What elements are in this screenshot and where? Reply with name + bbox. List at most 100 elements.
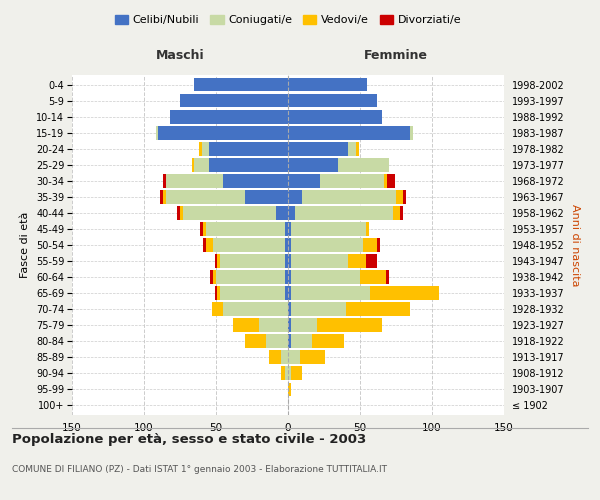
Bar [203,238,206,252]
Bar [288,110,382,124]
Bar [183,206,277,220]
Bar [209,158,288,172]
Bar [163,190,166,203]
Bar [288,318,291,332]
Bar [199,142,202,156]
Bar [400,206,403,220]
Bar [206,238,213,252]
Bar [223,302,288,316]
Bar [366,222,368,236]
Bar [285,222,288,236]
Bar [217,286,220,300]
Bar [393,206,400,220]
Bar [370,286,439,300]
Text: Femmine: Femmine [364,50,428,62]
Bar [166,174,223,188]
Text: Maschi: Maschi [155,50,205,62]
Bar [194,158,209,172]
Bar [210,270,213,284]
Bar [200,222,203,236]
Bar [291,270,360,284]
Bar [349,142,356,156]
Bar [285,238,288,252]
Bar [291,286,370,300]
Bar [213,270,216,284]
Bar [194,78,288,92]
Bar [259,318,288,332]
Bar [346,302,410,316]
Bar [177,206,180,220]
Legend: Celibi/Nubili, Coniugati/e, Vedovi/e, Divorziati/e: Celibi/Nubili, Coniugati/e, Vedovi/e, Di… [110,10,466,30]
Bar [216,270,285,284]
Bar [288,366,291,380]
Bar [288,238,291,252]
Bar [388,174,395,188]
Bar [163,174,166,188]
Bar [215,286,217,300]
Bar [170,110,288,124]
Bar [288,254,291,268]
Bar [285,286,288,300]
Bar [155,126,158,140]
Bar [338,158,389,172]
Bar [266,334,288,348]
Bar [158,126,288,140]
Bar [385,174,388,188]
Bar [285,270,288,284]
Bar [356,142,359,156]
Bar [285,366,288,380]
Bar [288,350,299,364]
Y-axis label: Anni di nascita: Anni di nascita [570,204,580,286]
Bar [288,94,377,108]
Bar [291,334,313,348]
Bar [166,190,245,203]
Bar [288,302,291,316]
Bar [291,318,317,332]
Bar [363,238,377,252]
Bar [291,254,349,268]
Bar [245,334,266,348]
Bar [366,254,377,268]
Bar [245,190,288,203]
Bar [313,334,344,348]
Bar [223,174,288,188]
Bar [269,350,281,364]
Bar [320,174,385,188]
Bar [288,78,367,92]
Bar [291,366,302,380]
Bar [349,254,366,268]
Bar [288,270,291,284]
Bar [202,142,209,156]
Bar [220,254,285,268]
Bar [291,238,363,252]
Bar [299,350,325,364]
Text: COMUNE DI FILIANO (PZ) - Dati ISTAT 1° gennaio 2003 - Elaborazione TUTTITALIA.IT: COMUNE DI FILIANO (PZ) - Dati ISTAT 1° g… [12,466,387,474]
Bar [277,206,288,220]
Bar [206,222,285,236]
Bar [288,126,410,140]
Y-axis label: Fasce di età: Fasce di età [20,212,31,278]
Bar [215,254,217,268]
Bar [302,190,396,203]
Bar [291,302,346,316]
Bar [213,238,285,252]
Bar [209,142,288,156]
Bar [396,190,403,203]
Bar [203,222,206,236]
Bar [288,142,349,156]
Bar [317,318,382,332]
Bar [285,254,288,268]
Bar [217,254,220,268]
Bar [191,158,194,172]
Bar [288,190,302,203]
Bar [410,126,413,140]
Bar [288,174,320,188]
Bar [212,302,223,316]
Bar [233,318,259,332]
Bar [288,382,291,396]
Bar [288,222,291,236]
Bar [288,158,338,172]
Bar [160,190,163,203]
Text: Popolazione per età, sesso e stato civile - 2003: Popolazione per età, sesso e stato civil… [12,432,366,446]
Bar [180,94,288,108]
